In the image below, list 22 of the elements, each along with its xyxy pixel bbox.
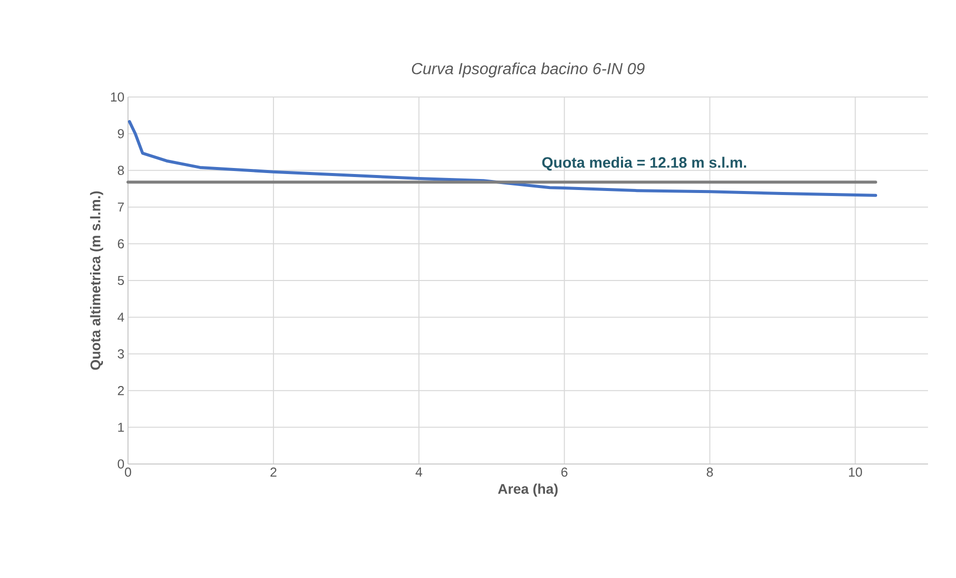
y-tick-label: 9 — [118, 129, 124, 138]
y-tick-label: 6 — [118, 239, 124, 248]
x-axis-title: Area (ha) — [498, 484, 558, 497]
y-tick-label: 5 — [118, 276, 124, 286]
y-axis-title: Quota altimetrica (m s.l.m.) — [90, 191, 104, 370]
x-tick-label: 0 — [124, 468, 132, 477]
y-tick-label: 8 — [118, 166, 124, 175]
line-series — [128, 120, 878, 197]
y-tick-label: 7 — [118, 202, 124, 212]
y-tick-label: 3 — [118, 349, 124, 358]
chart-title: Curva Ipsografica bacino 6-IN 09 — [412, 62, 645, 78]
y-tick-label: 10 — [111, 92, 124, 102]
y-tick-label: 0 — [118, 459, 124, 469]
x-tick-label: 2 — [270, 468, 276, 477]
y-tick-label: 1 — [118, 422, 124, 432]
y-tick-label: 4 — [118, 312, 124, 322]
x-tick-label: 4 — [416, 468, 422, 476]
annotation: Quota media = 12.18 m s.l.m. — [542, 156, 746, 171]
x-tick-label: 8 — [706, 468, 713, 477]
x-tick-label: 6 — [561, 468, 568, 477]
x-tick-label: 10 — [849, 468, 862, 477]
y-tick-label: 2 — [118, 386, 124, 396]
